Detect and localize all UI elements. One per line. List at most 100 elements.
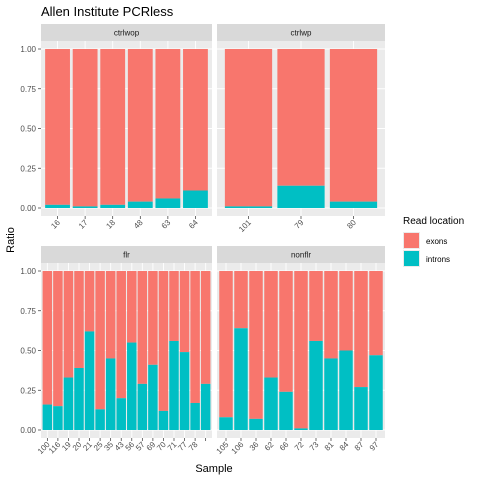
x-tick-label: 17 [77, 218, 90, 231]
bar-introns [169, 340, 179, 430]
y-tick-label: 0.00 [20, 204, 36, 213]
bar-introns [53, 406, 63, 430]
bar-introns [219, 417, 233, 430]
x-tick-label: 18 [104, 218, 117, 231]
bar-introns [200, 383, 211, 430]
bar-exons [219, 271, 233, 418]
facet-strip [217, 24, 385, 41]
bar-introns [277, 185, 325, 208]
bar-exons [100, 49, 126, 205]
y-axis-title: Ratio [5, 227, 17, 253]
bar-exons [249, 271, 263, 419]
bar-exons [74, 271, 84, 368]
bar-introns [309, 340, 323, 430]
bar-exons [200, 271, 211, 384]
x-tick-label: 97 [368, 440, 381, 453]
bar-introns [354, 387, 368, 430]
bar-exons [127, 49, 153, 202]
y-tick-label: 1.00 [20, 45, 36, 54]
bar-exons [84, 271, 95, 332]
bar-exons [354, 271, 368, 388]
facet-strip-label: ctrlwp [291, 29, 312, 38]
y-tick-label: 1.00 [20, 267, 36, 276]
x-tick-label: 105 [215, 440, 231, 456]
facet-panel-nonflr: nonflr 105 106 36 62 66 72 73 81 84 87 97 [215, 246, 385, 456]
bar-exons [324, 271, 338, 359]
bar-introns [234, 328, 248, 430]
y-tick-label: 0.50 [20, 347, 36, 356]
facet-panel-ctrlwop: ctrlwop 0.00 0.25 0.50 0.75 1.00 16 17 18 48 63 64 [20, 24, 212, 231]
y-tick-label: 0.50 [20, 125, 36, 134]
x-axis-title: Sample [195, 463, 232, 475]
x-tick-label: 80 [345, 218, 358, 231]
x-tick-label: 64 [187, 218, 200, 231]
bar-exons [63, 271, 74, 378]
bar-exons [116, 271, 126, 399]
x-tick-label: 106 [230, 440, 246, 456]
facet-strip-label: nonflr [291, 251, 311, 260]
bar-introns [224, 206, 273, 208]
y-tick-label: 0.75 [20, 85, 36, 94]
bar-exons [277, 49, 325, 186]
bar-exons [234, 271, 248, 329]
facet-panel-flr: flr0.000.250.500.751.0010011619202125354… [20, 246, 212, 456]
legend-label-introns: introns [426, 255, 450, 264]
bar-exons [224, 49, 273, 207]
bar-exons [105, 271, 116, 359]
bar-exons [148, 271, 158, 365]
bar-introns [183, 190, 208, 208]
bar-introns [72, 206, 98, 208]
bar-introns [105, 358, 116, 430]
x-tick-label: 72 [293, 440, 306, 453]
bar-introns [148, 364, 158, 430]
bar-exons [294, 271, 308, 429]
y-tick-label: 0.25 [20, 386, 36, 395]
bar-exons [42, 271, 53, 405]
bar-introns [45, 204, 70, 208]
bar-exons [179, 271, 190, 353]
bar-introns [42, 404, 53, 430]
bar-introns [329, 201, 378, 208]
bar-introns [179, 352, 190, 430]
bar-introns [158, 410, 169, 430]
facet-strip [41, 246, 212, 263]
bar-exons [45, 49, 70, 205]
x-tick-label: 101 [237, 218, 253, 234]
x-tick-label: 36 [248, 440, 261, 453]
legend-label-exons: exons [426, 237, 447, 246]
bar-introns [63, 377, 74, 430]
facet-strip-label: flr [123, 251, 130, 260]
x-tick-label: 48 [132, 218, 145, 231]
y-tick-label: 0.00 [20, 426, 36, 435]
x-tick-label: 81 [323, 440, 336, 453]
bar-exons [369, 271, 383, 356]
x-tick-label: 78 [187, 440, 200, 453]
bar-exons [339, 271, 353, 351]
bar-exons [155, 49, 181, 199]
legend: Read location exons introns [403, 216, 464, 267]
x-tick-label: 66 [278, 440, 291, 453]
y-tick-label: 0.25 [20, 164, 36, 173]
x-tick-label: 87 [353, 440, 366, 453]
bar-introns [95, 409, 105, 430]
chart-title: Allen Institute PCRless [41, 4, 174, 19]
bar-exons [279, 271, 293, 392]
bar-exons [264, 271, 278, 378]
bar-introns [84, 331, 95, 430]
bar-introns [137, 383, 148, 430]
legend-title: Read location [403, 216, 464, 227]
bar-introns [324, 358, 338, 430]
bar-introns [74, 367, 84, 430]
bar-exons [158, 271, 169, 411]
bar-exons [169, 271, 179, 341]
bar-exons [95, 271, 105, 410]
facet-strip [217, 246, 385, 263]
legend-swatch-introns [404, 251, 419, 266]
x-tick-label: 84 [338, 440, 351, 453]
x-tick-label: 16 [49, 218, 62, 231]
bar-introns [127, 201, 153, 208]
bar-introns [190, 402, 200, 430]
bar-exons [183, 49, 208, 191]
